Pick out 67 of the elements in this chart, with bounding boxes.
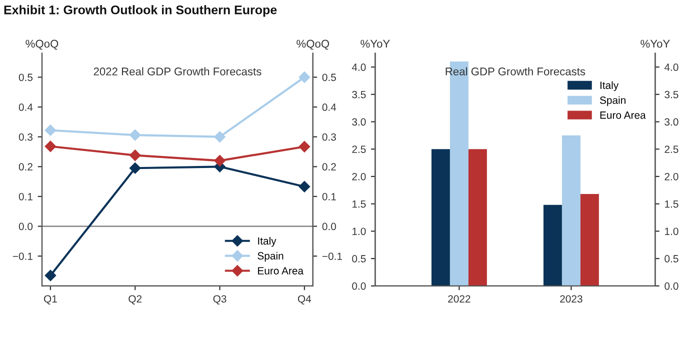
- point: [44, 124, 56, 136]
- point: [214, 155, 226, 166]
- text: Exhibit 1: Growth Outlook in Southern Europe: [4, 5, 277, 17]
- y2-axis-title: %QoQ: [296, 40, 330, 50]
- x-tick-label: 2022: [448, 295, 470, 303]
- point: [130, 129, 141, 141]
- y2-tick-label: 1.0: [665, 228, 678, 236]
- legend-label: Spain: [600, 96, 626, 106]
- y-tick-label: −0.1: [12, 252, 32, 260]
- y2-tick-label: 4.0: [664, 64, 678, 71]
- bar: [562, 135, 580, 286]
- point: [298, 141, 310, 152]
- y2-tick-label: 2.5: [664, 146, 678, 153]
- point: [214, 131, 226, 142]
- y-tick-label: 1.5: [352, 200, 366, 208]
- point: [44, 140, 56, 152]
- y-tick-label: 0.5: [18, 74, 33, 82]
- point: [44, 270, 56, 282]
- point: [130, 162, 141, 174]
- y2-tick-label: 3.0: [664, 118, 678, 126]
- x-tick-label: 2023: [560, 295, 582, 303]
- point: [130, 150, 141, 161]
- bar: [580, 194, 599, 286]
- y2-tick-label: 3.5: [664, 90, 678, 98]
- legend-label: Italy: [258, 236, 276, 247]
- legend-label: Euro Area: [600, 112, 646, 119]
- x-tick-label: Q4: [298, 295, 312, 304]
- y-tick-label: 0.1: [18, 192, 32, 200]
- y2-axis-title: %YoY: [640, 40, 670, 48]
- y2-tick-label: 0.5: [664, 255, 678, 262]
- text: Real GDP Growth Forecasts: [446, 67, 586, 76]
- y-tick-label: 0.0: [352, 282, 366, 290]
- y2-tick-label: 0.3: [322, 133, 336, 141]
- x-tick-label: Q2: [128, 295, 142, 304]
- y-tick-label: 3.5: [352, 90, 366, 98]
- y2-tick-label: −0.1: [322, 252, 342, 260]
- y2-tick-label: 1.5: [665, 200, 678, 208]
- y2-tick-label: 0.1: [322, 192, 336, 200]
- y-axis-title: %YoY: [360, 40, 390, 48]
- text: 2022 Real GDP Growth Forecasts: [94, 67, 262, 76]
- legend-label: Euro Area: [258, 267, 304, 274]
- x-tick-label: Q3: [213, 295, 226, 304]
- y-tick-label: 2.5: [352, 146, 366, 153]
- y-tick-label: 4.0: [352, 64, 366, 71]
- point: [298, 181, 310, 192]
- bar: [543, 204, 562, 286]
- y-tick-label: 0.0: [18, 222, 33, 230]
- legend-label: Italy: [600, 81, 619, 92]
- y2-tick-label: 0.2: [322, 163, 336, 171]
- y-tick-label: 2.0: [352, 172, 366, 180]
- bar: [468, 149, 487, 286]
- y2-tick-label: 0.0: [322, 222, 336, 230]
- y2-tick-label: 0.5: [322, 74, 336, 82]
- x-tick-label: Q1: [44, 295, 57, 304]
- bar: [431, 149, 450, 286]
- y-tick-label: 1.0: [352, 228, 366, 236]
- point: [298, 72, 310, 83]
- y-tick-label: 0.5: [352, 255, 366, 262]
- y2-tick-label: 2.0: [664, 172, 678, 180]
- y2-tick-label: 0.0: [664, 282, 678, 290]
- y-tick-label: 0.4: [18, 104, 33, 111]
- legend-label: Spain: [258, 252, 284, 262]
- y2-tick-label: 0.4: [322, 104, 336, 111]
- y-tick-label: 0.3: [18, 133, 33, 141]
- y-tick-label: 3.0: [352, 118, 366, 126]
- y-tick-label: 0.2: [18, 163, 32, 171]
- y-axis-title: %QoQ: [26, 40, 58, 50]
